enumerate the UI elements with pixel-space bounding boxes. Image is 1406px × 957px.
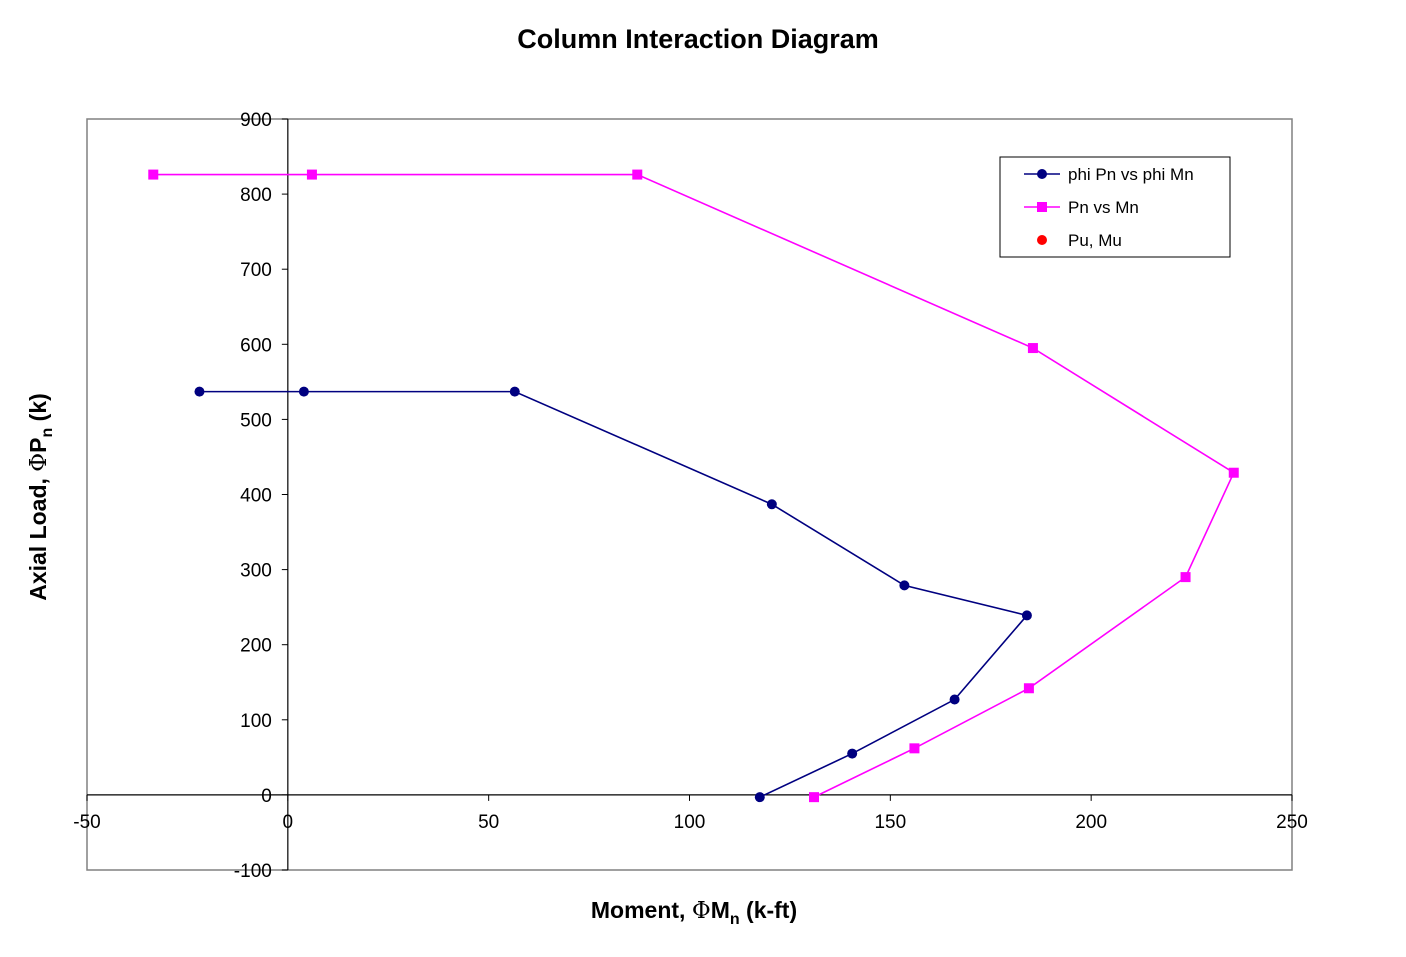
- y-tick-label: 400: [240, 486, 272, 507]
- y-tick-label: -100: [234, 861, 272, 882]
- tick-labels: -100 0 100 200 300 400 500 600 700 800 900 -50 0 50 10…: [73, 110, 1308, 882]
- legend-marker-pn: [1037, 202, 1047, 212]
- x-axis-title-suffix: (k-ft): [740, 897, 797, 923]
- legend-marker-pu: [1037, 235, 1047, 245]
- y-axis-title-sub: n: [39, 428, 56, 438]
- data-point: [306, 169, 317, 180]
- y-axis-title-main: P: [25, 437, 51, 452]
- axes: [86, 118, 1293, 871]
- series-0: [194, 386, 1032, 803]
- data-point: [1228, 467, 1239, 478]
- legend-label-pn: Pn vs Mn: [1068, 198, 1139, 217]
- data-point: [509, 386, 520, 397]
- data-point: [632, 169, 643, 180]
- data-point: [1021, 610, 1032, 621]
- x-axis-title-symbol: Φ: [692, 898, 711, 924]
- y-axis-title-symbol: Φ: [26, 453, 52, 472]
- y-tick-label: 100: [240, 711, 272, 732]
- legend-marker-phi: [1037, 169, 1047, 179]
- data-point: [949, 694, 960, 705]
- data-point: [754, 792, 765, 803]
- data-point: [298, 386, 309, 397]
- y-axis-title: Axial Load, ΦPn (k): [25, 393, 56, 601]
- y-tick-label: 300: [240, 561, 272, 582]
- legend-item-pu: Pu, Mu: [1037, 231, 1122, 250]
- data-point: [766, 499, 777, 510]
- data-point: [148, 169, 159, 180]
- series-1: [148, 169, 1239, 803]
- x-tick-label: 50: [478, 812, 499, 833]
- x-tick-label: 100: [674, 812, 706, 833]
- data-point: [1027, 343, 1038, 354]
- data-point: [847, 748, 858, 759]
- x-tick-label: 150: [874, 812, 906, 833]
- x-tick-label: 200: [1075, 812, 1107, 833]
- data-point: [1180, 572, 1191, 583]
- legend-label-phi: phi Pn vs phi Mn: [1068, 165, 1194, 184]
- data-point: [1023, 683, 1034, 694]
- x-tick-label: -50: [73, 812, 100, 833]
- series-layer: [148, 169, 1239, 803]
- x-axis-title: Moment, ΦMn (k-ft): [591, 897, 797, 928]
- data-point: [899, 580, 910, 591]
- y-tick-label: 600: [240, 335, 272, 356]
- legend-label-pu: Pu, Mu: [1068, 231, 1122, 250]
- legend-item-phi: phi Pn vs phi Mn: [1024, 165, 1194, 184]
- x-axis-title-sub: n: [730, 911, 740, 928]
- y-tick-label: 200: [240, 636, 272, 657]
- legend-item-pn: Pn vs Mn: [1024, 198, 1139, 217]
- y-tick-label: 0: [261, 786, 272, 807]
- x-axis-title-prefix: Moment,: [591, 897, 692, 923]
- y-tick-label: 800: [240, 185, 272, 206]
- x-tick-label: 250: [1276, 812, 1308, 833]
- y-axis-title-prefix: Axial Load,: [25, 472, 51, 601]
- y-axis-title-suffix: (k): [25, 393, 51, 428]
- legend: phi Pn vs phi Mn Pn vs Mn Pu, Mu: [999, 156, 1231, 258]
- y-tick-label: 500: [240, 410, 272, 431]
- data-point: [194, 386, 205, 397]
- data-point: [909, 743, 920, 754]
- x-axis-title-main: M: [711, 897, 730, 923]
- chart-title: Column Interaction Diagram: [517, 24, 879, 54]
- x-tick-label: 0: [283, 812, 294, 833]
- data-point: [809, 792, 820, 803]
- y-tick-label: 700: [240, 260, 272, 281]
- y-tick-label: 900: [240, 110, 272, 131]
